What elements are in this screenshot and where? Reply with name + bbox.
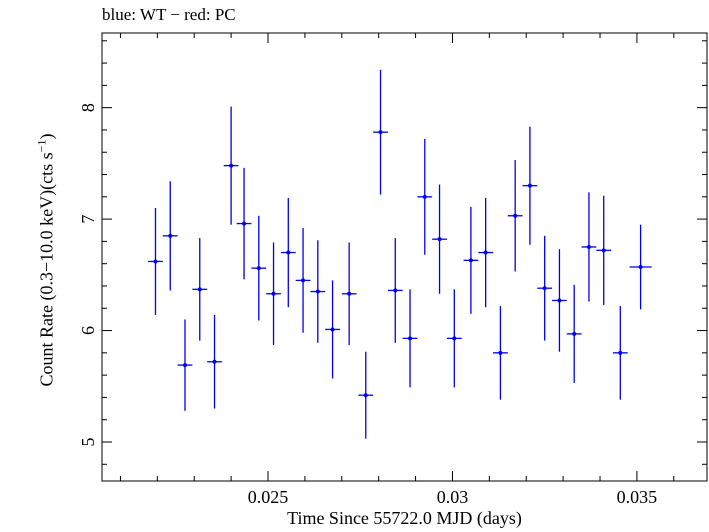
y-tick-label: 8 [78, 103, 98, 112]
data-marker [527, 183, 532, 188]
y-axis-label-main: Count Rate (0.3−10.0 keV)(cts s [36, 152, 57, 387]
data-point [373, 69, 388, 195]
data-marker [468, 258, 473, 263]
data-point [325, 280, 340, 379]
data-point [446, 289, 462, 388]
x-tick-label: 0.03 [437, 487, 469, 507]
data-series-wt [148, 69, 652, 439]
data-marker [483, 250, 488, 255]
data-marker [183, 363, 188, 368]
data-point [478, 197, 494, 308]
data-point [537, 235, 553, 341]
x-tick-label: 0.025 [248, 487, 289, 507]
data-marker [301, 278, 306, 283]
data-point [417, 138, 433, 255]
data-point [251, 215, 267, 321]
data-point [552, 249, 567, 352]
data-marker [197, 287, 202, 292]
data-point [177, 319, 193, 411]
y-tick-label: 5 [78, 437, 98, 446]
axis-tick-labels: 0.025 0.03 0.035 5 6 7 8 [78, 103, 657, 507]
data-marker [330, 327, 335, 332]
data-point [341, 242, 357, 346]
data-point [236, 167, 252, 280]
data-marker [408, 336, 413, 341]
axis-ticks [102, 33, 707, 481]
data-marker [271, 291, 276, 296]
data-marker [638, 265, 643, 270]
data-marker [363, 393, 368, 398]
data-marker [393, 288, 398, 293]
data-point [493, 306, 508, 400]
data-point [295, 228, 311, 333]
plot-title: blue: WT − red: PC [102, 5, 236, 24]
data-marker [452, 336, 457, 341]
data-point [280, 197, 296, 308]
x-axis-label: Time Since 55722.0 MJD (days) [287, 508, 522, 528]
data-marker [242, 221, 247, 226]
data-marker [378, 130, 383, 135]
y-axis-label-exponent: −1 [34, 139, 49, 153]
data-marker [572, 331, 577, 336]
data-point [148, 207, 163, 315]
data-point [522, 126, 538, 245]
data-marker [212, 359, 217, 364]
data-point [162, 181, 178, 291]
data-point [402, 289, 418, 388]
data-marker [422, 194, 427, 199]
data-point [629, 224, 652, 310]
y-axis-label-tail: ) [36, 133, 57, 140]
data-marker [315, 289, 320, 294]
x-tick-label: 0.035 [617, 487, 658, 507]
data-point [358, 351, 374, 439]
data-point [192, 238, 208, 341]
y-tick-label: 6 [78, 326, 98, 335]
data-marker [618, 350, 623, 355]
data-point [387, 238, 403, 343]
data-point [463, 206, 479, 314]
data-point [612, 306, 628, 400]
data-marker [229, 163, 234, 168]
data-marker [586, 244, 591, 249]
data-point [566, 284, 582, 383]
data-point [432, 184, 447, 294]
data-marker [513, 213, 518, 218]
y-tick-label: 7 [78, 215, 98, 224]
data-point [223, 106, 239, 225]
data-marker [347, 291, 352, 296]
y-axis-label: Count Rate (0.3−10.0 keV)(cts s−1) [35, 134, 58, 387]
data-marker [557, 298, 562, 303]
data-marker [437, 237, 442, 242]
data-point [507, 160, 523, 272]
data-point [310, 240, 326, 343]
data-marker [256, 266, 261, 271]
data-marker [153, 259, 158, 264]
data-point [207, 314, 222, 409]
data-marker [601, 248, 606, 253]
plot-frame [101, 32, 708, 482]
data-marker [498, 350, 503, 355]
data-point [596, 195, 612, 305]
data-point [581, 192, 597, 302]
data-marker [286, 250, 291, 255]
data-marker [542, 286, 547, 291]
data-point [266, 242, 281, 346]
data-marker [168, 233, 173, 238]
